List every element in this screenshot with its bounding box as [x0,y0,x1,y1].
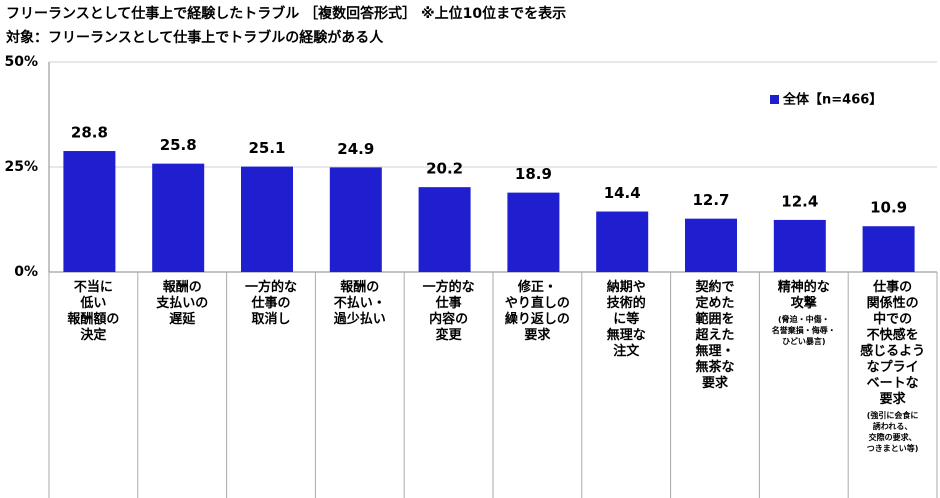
data-label: 25.8 [160,136,197,154]
bar [63,151,116,272]
bar [507,192,560,272]
x-tick-note: (強引に会食に 誘われる、 交際の要求、 つきまとい等) [866,411,919,453]
x-tick-note: (脅迫・中傷・ 名誉棄損・侮辱・ ひどい暴言) [771,315,836,346]
data-label: 12.7 [692,191,729,209]
bar [862,226,915,272]
data-label: 25.1 [248,139,285,157]
legend-marker [770,95,779,104]
x-tick-label: 一方的な 仕事の 取消し [244,280,297,327]
bar [685,218,737,272]
x-tick-label: 不当に 低い 報酬額の 決定 [67,280,120,343]
bar [773,219,826,272]
y-tick-label: 0% [14,264,38,280]
chart-title: フリーランスとして仕事上で経験したトラブル ［複数回答形式］ ※上位10位までを… [6,5,566,22]
y-tick-label: 25% [4,159,38,175]
bar [152,163,205,272]
x-tick-label: 一方的な 仕事 内容の 変更 [422,280,475,343]
y-tick-label: 50% [4,54,38,70]
x-tick-label: 契約で 定めた 範囲を 超えた 無理・ 無茶な 要求 [695,280,735,391]
data-label: 28.8 [71,124,108,142]
x-tick-label: 修正・ やり直しの 繰り返しの 要求 [504,280,570,343]
x-tick-label: 報酬の 支払いの 遅延 [156,280,209,327]
data-label: 20.2 [426,160,463,178]
data-label: 12.4 [781,192,818,210]
bar [418,187,471,272]
x-tick-label: 仕事の 関係性の 中での 不快感を 感じるよう なプライ ベートな 要求 [860,280,926,407]
data-label: 24.9 [337,140,374,158]
data-label: 18.9 [515,165,552,183]
bar [329,167,382,272]
x-tick-label: 納期や 技術的 に等 無理な 注文 [606,280,646,359]
data-label: 14.4 [604,184,641,202]
chart-subtitle: 対象：フリーランスとして仕事上でトラブルの経験がある人 [5,29,384,46]
x-tick-label: 精神的な 攻撃 [777,280,830,311]
bar [596,211,649,272]
legend-label: 全体【n=466】 [782,92,882,108]
x-tick-label: 報酬の 不払い・ 過少払い [333,280,386,327]
data-label: 10.9 [870,199,907,217]
bar [241,166,293,272]
